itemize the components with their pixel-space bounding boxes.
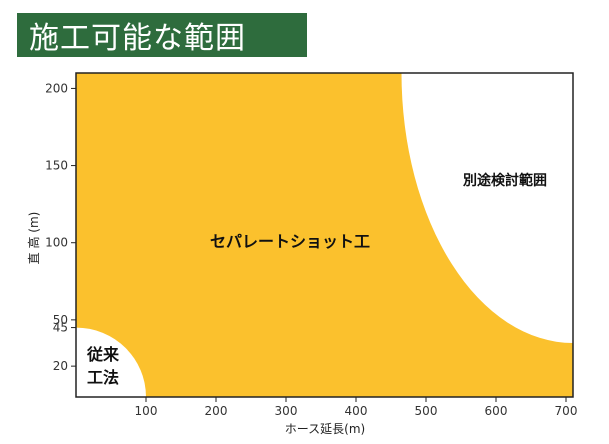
page-title: 施工可能な範囲: [29, 21, 246, 56]
x-tick-label: 600: [485, 404, 508, 418]
y-tick-label: 45: [53, 321, 68, 335]
conventional-label-line2: 工法: [87, 368, 119, 387]
y-tick-label: 150: [45, 159, 68, 173]
y-tick-label: 50: [53, 313, 68, 327]
x-tick-label: 300: [275, 404, 298, 418]
other-study-label: 別途検討範囲: [462, 172, 547, 189]
conventional-region: [76, 327, 146, 397]
other-study-region: [401, 73, 573, 343]
y-tick-label: 20: [53, 359, 68, 373]
plot-frame: [75, 72, 574, 398]
x-tick-label: 400: [345, 404, 368, 418]
x-tick-label: 100: [135, 404, 158, 418]
x-axis-title: ホース延長(m): [285, 422, 365, 436]
conventional-label-line1: 従来: [86, 345, 120, 364]
y-tick-label: 200: [45, 81, 68, 95]
x-axis-ticks: 100 200 300 400 500 600 700: [135, 397, 578, 418]
x-tick-label: 700: [555, 404, 578, 418]
title-banner: 施工可能な範囲: [17, 13, 307, 57]
x-tick-label: 200: [205, 404, 228, 418]
separate-shot-label: セパレートショット工: [210, 232, 370, 251]
y-tick-label: 100: [45, 236, 68, 250]
x-tick-label: 500: [415, 404, 438, 418]
y-axis-title: 直 高 (m): [26, 212, 41, 265]
